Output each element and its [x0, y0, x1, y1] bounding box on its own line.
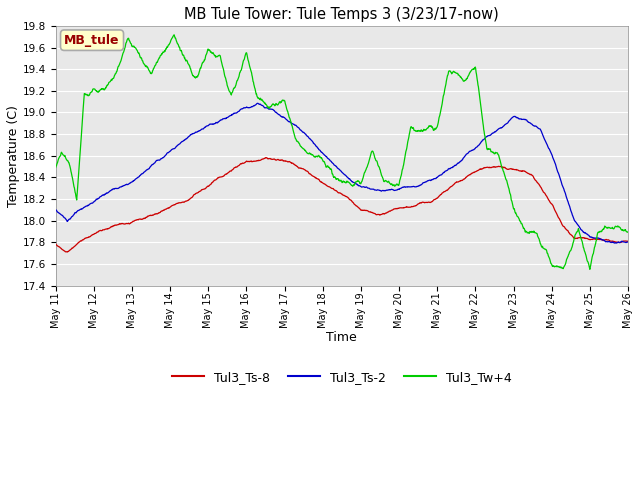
Legend: Tul3_Ts-8, Tul3_Ts-2, Tul3_Tw+4: Tul3_Ts-8, Tul3_Ts-2, Tul3_Tw+4: [168, 366, 516, 388]
Title: MB Tule Tower: Tule Temps 3 (3/23/17-now): MB Tule Tower: Tule Temps 3 (3/23/17-now…: [184, 7, 499, 22]
Text: MB_tule: MB_tule: [64, 34, 120, 47]
Y-axis label: Temperature (C): Temperature (C): [7, 105, 20, 207]
X-axis label: Time: Time: [326, 331, 357, 344]
